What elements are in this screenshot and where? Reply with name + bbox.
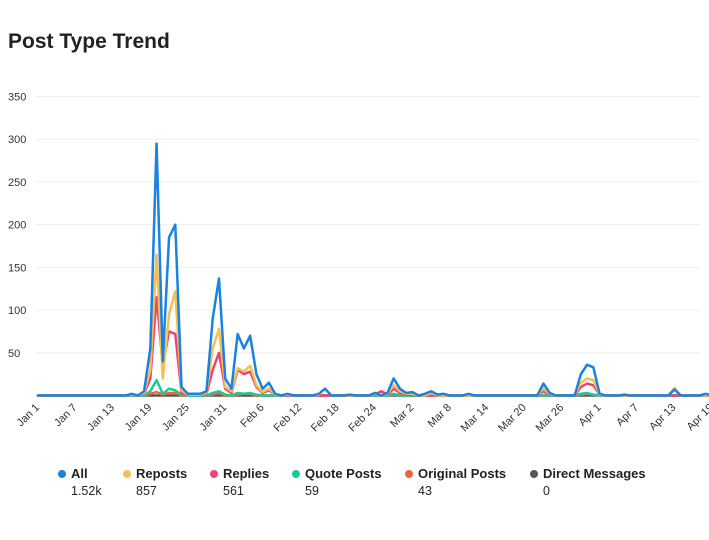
legend-dot-icon [58, 469, 66, 478]
x-tick-label: Jan 25 [160, 402, 192, 434]
y-tick-label: 250 [8, 177, 26, 189]
legend-item-quote-posts[interactable]: Quote Posts 59 [292, 466, 405, 498]
x-tick-label: Feb 18 [309, 402, 342, 435]
legend-series-total: 59 [305, 484, 319, 498]
legend-item-replies[interactable]: Replies 561 [210, 466, 292, 498]
x-tick-label: Mar 14 [459, 402, 492, 435]
legend-series-total: 1.52k [71, 484, 102, 498]
legend-label-row: Replies [210, 466, 292, 481]
legend-series-name: Reposts [136, 466, 188, 481]
legend-series-name: Replies [223, 466, 270, 481]
x-tick-label: Apr 1 [577, 402, 604, 429]
x-tick-label: Mar 8 [426, 402, 454, 430]
legend-series-name: Quote Posts [305, 466, 382, 481]
chart-title: Post Type Trend [8, 30, 170, 53]
legend-label-row: Quote Posts [292, 466, 405, 481]
x-tick-label: Feb 12 [271, 402, 304, 435]
legend-series-total: 43 [418, 484, 432, 498]
x-tick-label: Apr 7 [614, 402, 641, 429]
x-tick-label: Mar 20 [496, 402, 529, 435]
x-tick-label: Mar 2 [388, 402, 416, 430]
x-tick-label: Apr 13 [647, 402, 678, 433]
x-tick-label: Apr 19 [685, 402, 709, 433]
legend-dot-icon [405, 469, 413, 478]
series-line-reposts [36, 253, 709, 397]
x-tick-label: Feb 6 [238, 402, 266, 430]
legend-dot-icon [530, 469, 538, 478]
y-tick-label: 350 [8, 92, 26, 104]
legend-item-all[interactable]: All 1.52k [58, 466, 123, 498]
legend-label-row: Reposts [123, 466, 210, 481]
x-tick-label: Jan 31 [197, 402, 229, 434]
y-tick-label: 100 [8, 305, 26, 317]
legend-dot-icon [210, 469, 218, 478]
y-tick-label: 300 [8, 134, 26, 146]
legend-item-reposts[interactable]: Reposts 857 [123, 466, 210, 498]
legend-label-row: Original Posts [405, 466, 530, 481]
legend-series-name: Direct Messages [543, 466, 646, 481]
y-tick-label: 50 [8, 348, 20, 360]
series-line-all [36, 142, 709, 397]
legend-series-total: 857 [136, 484, 157, 498]
legend-label-row: All [58, 466, 123, 481]
legend-dot-icon [292, 469, 300, 478]
legend-series-name: Original Posts [418, 466, 507, 481]
x-tick-label: Feb 24 [346, 402, 379, 435]
legend-series-name: All [71, 466, 88, 481]
series-line-replies [36, 296, 709, 397]
x-tick-label: Jan 13 [85, 402, 117, 434]
x-tick-label: Mar 26 [534, 402, 567, 435]
y-tick-label: 200 [8, 220, 26, 232]
legend-series-total: 561 [223, 484, 244, 498]
x-tick-label: Jan 19 [123, 402, 155, 434]
legend-dot-icon [123, 469, 131, 478]
legend-item-original-posts[interactable]: Original Posts 43 [405, 466, 530, 498]
chart-legend: All 1.52k Reposts 857 Replies 561 Quote Posts 5… [58, 466, 650, 498]
legend-series-total: 0 [543, 484, 550, 498]
y-tick-label: 150 [8, 262, 26, 274]
x-tick-label: Jan 1 [15, 402, 43, 430]
x-tick-label: Jan 7 [52, 402, 80, 430]
legend-label-row: Direct Messages [530, 466, 650, 481]
legend-item-direct-messages[interactable]: Direct Messages 0 [530, 466, 650, 498]
